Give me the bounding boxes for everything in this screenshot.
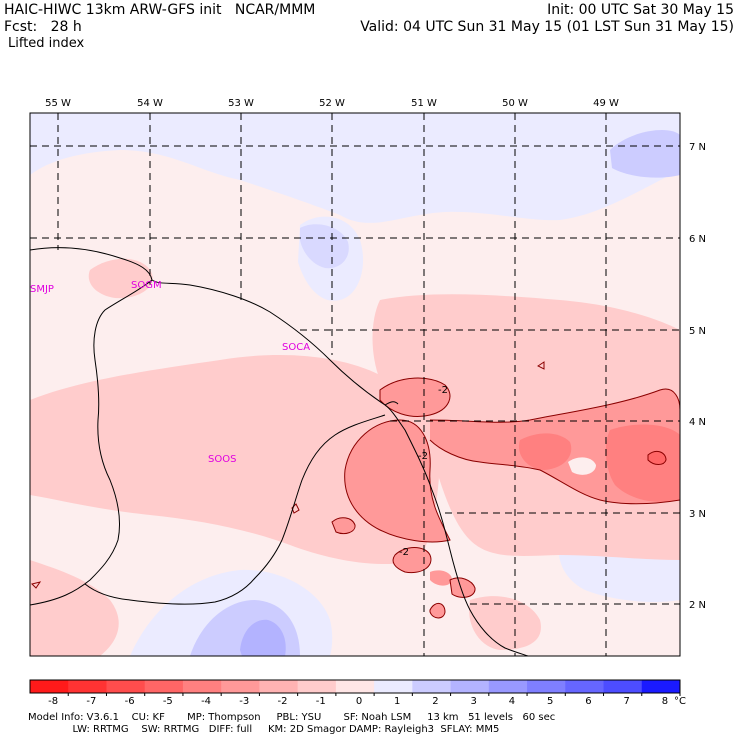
- colorbar-tick-label: 7: [623, 696, 629, 707]
- colorbar-tick-label: 1: [394, 696, 400, 707]
- contour-label-3: -2: [399, 547, 409, 558]
- station-soca: SOCA: [282, 342, 310, 353]
- colorbar-swatch: [335, 680, 375, 693]
- station-sogm: SOGM: [131, 280, 162, 291]
- latlon-grid: [30, 113, 680, 656]
- negative-li-region-center: [30, 355, 440, 565]
- negative-li-region-sw: [30, 560, 119, 656]
- init-time: Init: 00 UTC Sat 30 May 15: [547, 2, 734, 18]
- colorbar-swatch: [30, 680, 69, 693]
- negative-li-deep-1: [518, 433, 572, 470]
- negative-li-deep-2: [605, 424, 680, 502]
- lat-label: 6 N: [689, 234, 706, 245]
- contour-label-1: -2: [438, 385, 448, 396]
- colorbar-tick-label: -1: [316, 696, 326, 707]
- negative-li-core-4: [332, 517, 356, 534]
- positive-li-core-south: [240, 619, 286, 656]
- neutral-li-patch: [568, 457, 596, 475]
- colorbar-swatch: [259, 680, 299, 693]
- colorbar-unit: °C: [674, 696, 686, 707]
- contour-label-2: -2: [418, 451, 428, 462]
- colorbar-swatch: [106, 680, 146, 693]
- lon-label: 55 W: [45, 98, 71, 109]
- lon-label: 51 W: [411, 98, 437, 109]
- negative-li-core-2: [380, 378, 450, 417]
- negative-li-core-6: [430, 603, 445, 618]
- colorbar-tick-label: 3: [471, 696, 477, 707]
- model-title: HAIC-HIWC 13km ARW-GFS init NCAR/MMM: [4, 2, 316, 18]
- model-info-line-1: Model Info: V3.6.1 CU: KF MP: Thompson P…: [28, 712, 556, 723]
- station-smjp: SMJP: [30, 284, 54, 295]
- colorbar-tick-label: -4: [201, 696, 211, 707]
- colorbar-swatch: [603, 680, 643, 693]
- positive-li-core-ne: [610, 130, 680, 178]
- colorbar-swatch: [450, 680, 490, 693]
- colorbar-tick-label: 6: [585, 696, 591, 707]
- negative-li-core-3: [393, 547, 431, 573]
- lat-label: 7 N: [689, 142, 706, 153]
- lon-label: 49 W: [593, 98, 619, 109]
- colorbar-swatch: [297, 680, 337, 693]
- station-soos: SOOS: [208, 454, 236, 465]
- colorbar-tick-label: 4: [509, 696, 515, 707]
- positive-li-core-coast: [300, 224, 349, 269]
- negative-li-core-7: [430, 570, 452, 586]
- colorbar-tick-label: -6: [125, 696, 135, 707]
- colorbar: -8 -7 -6 -5 -4 -3 -2 -1 0 1 2 3 4 5 6 7 8: [29, 679, 681, 707]
- colorbar-tick-label: -5: [163, 696, 173, 707]
- model-info-line-2: LW: RRTMG SW: RRTMG DIFF: full KM: 2D Sm…: [28, 724, 500, 735]
- lon-label: 53 W: [228, 98, 254, 109]
- colorbar-tick-label: -8: [48, 696, 58, 707]
- colorbar-tick-label: 0: [356, 696, 362, 707]
- colorbar-swatch: [565, 680, 605, 693]
- negative-li-patch-1: [88, 258, 153, 299]
- lat-label: 2 N: [689, 600, 706, 611]
- colorbar-swatch: [68, 680, 107, 693]
- colorbar-frame: [29, 679, 681, 694]
- colorbar-swatch: [182, 680, 222, 693]
- coastlines-borders: [30, 247, 529, 656]
- lat-labels: 7 N 6 N 5 N 4 N 3 N 2 N: [689, 142, 706, 611]
- lat-label: 4 N: [689, 417, 706, 428]
- colorbar-swatch: [221, 680, 260, 693]
- lon-label: 52 W: [319, 98, 345, 109]
- negative-li-core-5: [450, 577, 476, 598]
- colorbar-tick-label: -7: [86, 696, 96, 707]
- map-frame: [29, 112, 681, 657]
- colorbar-tick-label: 2: [432, 696, 438, 707]
- lat-label: 3 N: [689, 509, 706, 520]
- colorbar-tick-label: 5: [547, 696, 553, 707]
- positive-li-region-north: [30, 113, 680, 223]
- colorbar-swatch: [144, 680, 184, 693]
- lon-labels: 55 W 54 W 53 W 52 W 51 W 50 W 49 W: [45, 98, 619, 109]
- colorbar-tick-label: -2: [278, 696, 288, 707]
- map-fill: SMJP SOGM SOCA SOOS -2 -2 -2: [30, 113, 680, 656]
- colorbar-tick-label: -3: [239, 696, 249, 707]
- valid-time: Valid: 04 UTC Sun 31 May 15 (01 LST Sun …: [360, 19, 734, 35]
- negative-li-deep-core: [648, 451, 666, 465]
- forecast-hour: Fcst: 28 h: [4, 19, 82, 35]
- colorbar-tick-label: 8: [662, 696, 668, 707]
- colorbar-swatch: [527, 680, 566, 693]
- colorbar-swatch: [641, 680, 681, 693]
- lon-label: 50 W: [502, 98, 528, 109]
- li-contours: [31, 361, 680, 619]
- colorbar-swatch: [488, 680, 528, 693]
- colorbar-swatch: [412, 680, 452, 693]
- negative-li-patch-2: [469, 596, 541, 650]
- field-name: Lifted index: [8, 36, 85, 51]
- lat-label: 5 N: [689, 326, 706, 337]
- lon-label: 54 W: [137, 98, 163, 109]
- colorbar-swatch: [374, 680, 413, 693]
